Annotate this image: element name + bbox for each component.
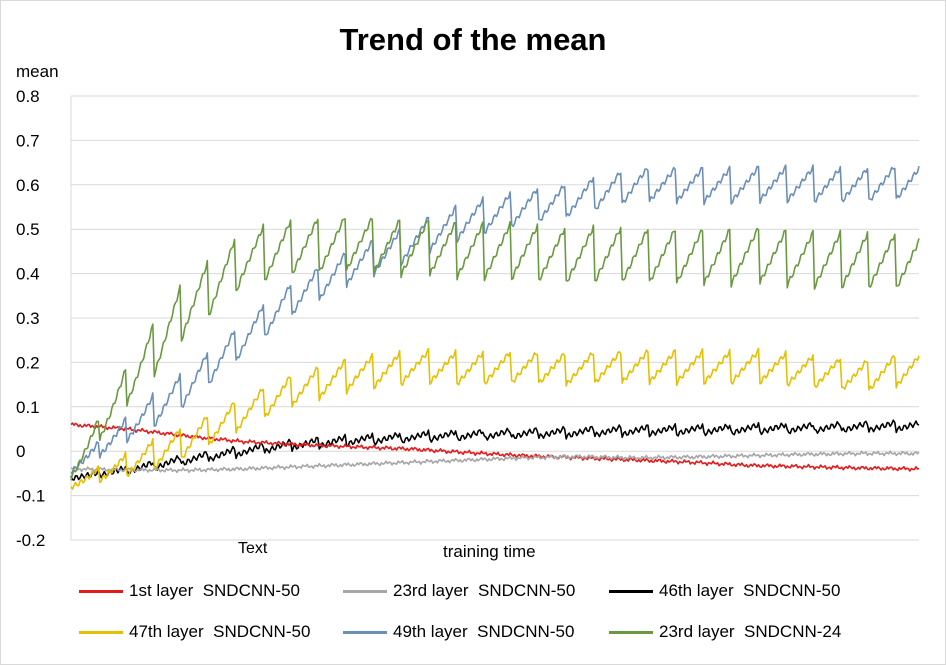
chart-title: Trend of the mean [339,22,607,57]
y-tick-label: 0.8 [16,87,40,106]
y-axis-label: mean [16,62,59,81]
y-tick-label: 0.1 [16,398,40,417]
series-line-46th [70,419,920,481]
y-tick-label: 0.4 [16,265,40,284]
y-tick-label: 0.5 [16,220,40,239]
text-annotation: Text [238,540,268,557]
y-tick-label: -0.2 [16,531,45,550]
series-line-23rd-24 [70,217,920,481]
series-line-1st [70,422,920,472]
series-line-49th [70,164,920,475]
series-line-47th [70,347,920,490]
x-axis-label: training time [443,542,536,561]
y-tick-label: 0.2 [16,353,40,372]
y-tick-label: 0.3 [16,309,40,328]
y-tick-label: -0.1 [16,487,45,506]
y-tick-label: 0.6 [16,176,40,195]
series-line-23rd [70,450,920,474]
y-tick-label: 0 [16,442,25,461]
y-tick-label: 0.7 [16,131,40,150]
